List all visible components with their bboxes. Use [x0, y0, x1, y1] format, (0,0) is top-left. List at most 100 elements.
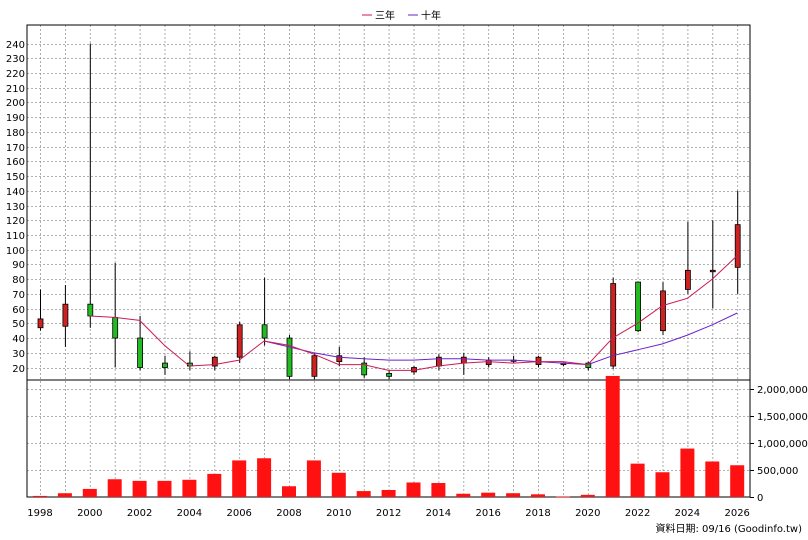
- volume-tick-label: 1,500,000: [757, 412, 808, 423]
- candle-body: [361, 362, 368, 376]
- x-tick-label: 2004: [177, 508, 202, 519]
- x-tick-label: 2006: [226, 508, 251, 519]
- price-tick-label: 80: [12, 275, 25, 286]
- volume-bar: [33, 495, 47, 497]
- candle-body: [660, 290, 666, 332]
- x-tick-label: 2014: [426, 508, 451, 519]
- candle-body: [610, 283, 617, 367]
- price-tick-label: 70: [12, 290, 25, 301]
- price-tick-label: 240: [6, 40, 25, 51]
- candle-body: [336, 355, 343, 363]
- volume-bar: [107, 479, 122, 497]
- volume-bar: [331, 472, 346, 497]
- three-year-line: [89, 255, 738, 371]
- volume-bar: [306, 460, 321, 497]
- volume-bar: [580, 494, 595, 497]
- volume-bar: [506, 493, 521, 497]
- x-tick-label: 2000: [77, 508, 102, 519]
- volume-bar: [531, 494, 545, 497]
- legend: 三年 十年: [362, 9, 441, 22]
- candle-body: [585, 362, 592, 368]
- candle-body: [535, 356, 542, 365]
- ten-year-line: [263, 312, 738, 366]
- plot-frame: [26, 24, 751, 498]
- volume-bar: [381, 490, 396, 497]
- candle-body: [286, 337, 293, 377]
- x-tick-label: 2026: [724, 508, 749, 519]
- volume-tick-label: 500,000: [757, 466, 798, 477]
- volume-bar: [282, 486, 296, 497]
- tick-labels: 20 30 40 50 60 70 80 90 100 110 120 130 140 150 160 170…: [6, 40, 808, 519]
- volume-tick-label: 1,000,000: [757, 439, 808, 450]
- volume-bar: [207, 473, 222, 497]
- data-date-footer: 資料日期: 09/16 (Goodinfo.tw): [655, 522, 802, 535]
- price-tick-label: 170: [6, 143, 25, 154]
- candle-body: [685, 269, 691, 290]
- price-tick-label: 50: [12, 319, 25, 330]
- candle-body: [261, 324, 268, 339]
- x-tick-label: 2020: [575, 508, 600, 519]
- volume-bar: [232, 460, 247, 497]
- price-tick-label: 230: [6, 54, 25, 65]
- candle-body: [62, 303, 69, 327]
- volume-bar: [705, 461, 720, 497]
- legend-three-year-label: 三年: [375, 9, 395, 22]
- candle-body: [137, 337, 144, 368]
- x-tick-label: 2022: [625, 508, 650, 519]
- price-tick-label: 100: [6, 246, 25, 257]
- volume-tick-label: 0: [757, 493, 763, 504]
- volume-tick-label: 2,000,000: [757, 385, 808, 396]
- grid: [27, 25, 750, 497]
- volume-bar: [82, 488, 97, 497]
- volume-bar: [257, 458, 272, 497]
- volume-bar: [481, 492, 496, 497]
- price-tick-label: 160: [6, 157, 25, 168]
- volume-bar: [456, 493, 471, 497]
- price-tick-label: 20: [12, 364, 25, 375]
- x-tick-label: 2002: [127, 508, 152, 519]
- volume-bar: [356, 491, 371, 497]
- volume-bar: [730, 465, 745, 497]
- candle-body: [635, 281, 641, 332]
- volume-bars: [33, 375, 745, 498]
- price-tick-label: 140: [6, 187, 25, 198]
- volume-bar: [655, 472, 670, 497]
- candle-body: [734, 224, 741, 268]
- candle-body: [709, 269, 716, 273]
- candle-body: [236, 324, 243, 358]
- price-tick-label: 190: [6, 113, 25, 124]
- x-tick-label: 2010: [326, 508, 351, 519]
- volume-bar: [57, 493, 72, 497]
- candle-body: [460, 356, 467, 364]
- candle-body: [311, 355, 318, 377]
- candle-body: [386, 372, 393, 377]
- x-tick-label: 2012: [376, 508, 401, 519]
- price-tick-label: 220: [6, 69, 25, 80]
- price-tick-label: 130: [6, 202, 25, 213]
- price-tick-label: 200: [6, 98, 25, 109]
- volume-bar: [132, 480, 147, 497]
- candle-body: [162, 362, 168, 368]
- price-tick-label: 40: [12, 334, 25, 345]
- candle-body: [112, 317, 119, 339]
- candles: [37, 43, 741, 380]
- candle-body: [37, 318, 44, 329]
- volume-bar: [630, 463, 645, 497]
- x-tick-label: 2018: [525, 508, 550, 519]
- volume-bar: [431, 483, 446, 497]
- legend-ten-year-label: 十年: [421, 9, 441, 22]
- volume-bar: [182, 479, 197, 497]
- price-tick-label: 60: [12, 305, 25, 316]
- price-tick-label: 180: [6, 128, 25, 139]
- volume-bar: [157, 480, 172, 497]
- x-tick-label: 1998: [27, 508, 52, 519]
- x-tick-label: 2016: [475, 508, 500, 519]
- x-tick-label: 2024: [675, 508, 700, 519]
- price-tick-label: 150: [6, 172, 25, 183]
- candle-body: [87, 303, 94, 317]
- volume-bar: [555, 496, 570, 498]
- candle-body: [485, 359, 492, 365]
- moving-average-lines: [89, 255, 738, 371]
- price-tick-label: 210: [6, 84, 25, 95]
